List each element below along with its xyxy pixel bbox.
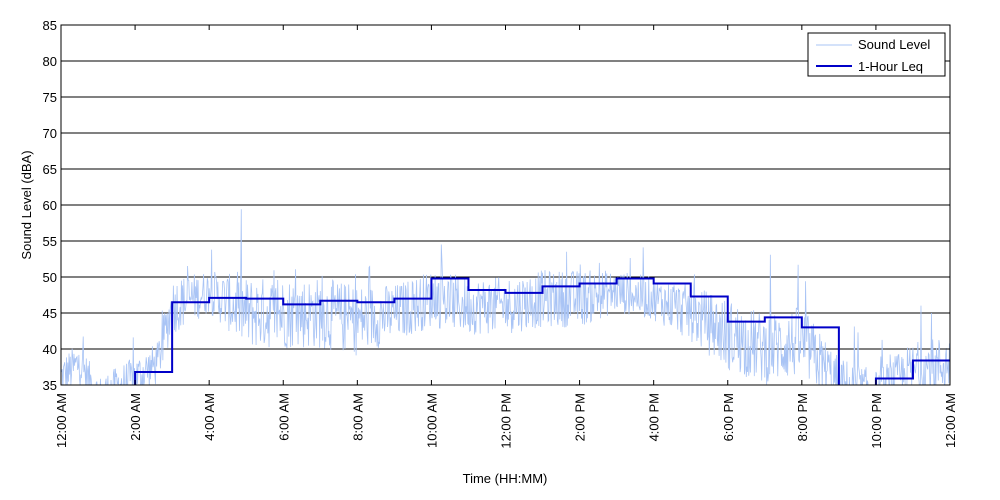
y-axis-label: Sound Level (dBA) — [19, 150, 34, 259]
legend-leq-label: 1-Hour Leq — [858, 59, 923, 74]
x-tick-label: 12:00 PM — [499, 393, 514, 449]
y-tick-label: 80 — [43, 54, 57, 69]
x-tick-label: 12:00 AM — [54, 393, 69, 448]
legend: Sound Level 1-Hour Leq — [807, 32, 946, 77]
x-tick-label: 4:00 AM — [202, 393, 217, 441]
y-tick-label: 55 — [43, 234, 57, 249]
x-tick-label: 2:00 AM — [128, 393, 143, 441]
leq-step-line — [134, 277, 950, 385]
y-tick-label: 35 — [43, 378, 57, 393]
y-tick-label: 85 — [43, 18, 57, 33]
y-tick-label: 40 — [43, 342, 57, 357]
y-axis-ticks: 35 40 45 50 55 60 65 70 75 80 85 — [43, 18, 950, 393]
x-axis-label: Time (HH:MM) — [463, 471, 548, 486]
x-axis-ticks: 12:00 AM 2:00 AM 4:00 AM 6:00 AM 8:00 AM 10:0… — [54, 25, 958, 449]
legend-box — [807, 32, 946, 77]
x-tick-label: 6:00 AM — [276, 393, 291, 441]
x-tick-label: 6:00 PM — [721, 393, 736, 441]
y-tick-label: 60 — [43, 198, 57, 213]
y-tick-label: 50 — [43, 270, 57, 285]
x-tick-label: 2:00 PM — [573, 393, 588, 441]
y-tick-label: 75 — [43, 90, 57, 105]
y-tick-label: 70 — [43, 126, 57, 141]
x-tick-label: 4:00 PM — [647, 393, 662, 441]
leq-series — [134, 277, 950, 385]
x-tick-label: 8:00 PM — [795, 393, 810, 441]
legend-sound-level-label: Sound Level — [858, 37, 930, 52]
x-tick-label: 12:00 AM — [943, 393, 958, 448]
y-tick-label: 65 — [43, 162, 57, 177]
x-tick-label: 10:00 AM — [424, 393, 439, 448]
x-tick-label: 10:00 PM — [869, 393, 884, 449]
y-tick-label: 45 — [43, 306, 57, 321]
x-tick-label: 8:00 AM — [350, 393, 365, 441]
